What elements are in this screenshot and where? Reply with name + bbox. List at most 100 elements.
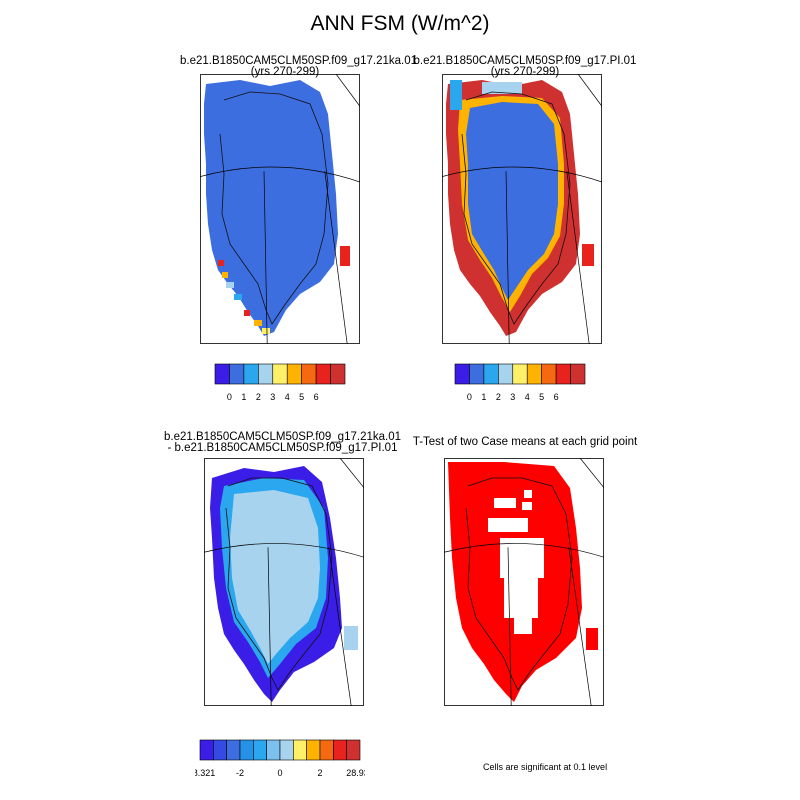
colorbar-box [243, 363, 259, 385]
colorbar-box [253, 739, 267, 761]
colorbar-box [512, 363, 528, 385]
panel-title-case2-line1: b.e21.B1850CAM5CLM50SP.f09_g17.PI.01 [413, 55, 637, 67]
meridian-line [263, 171, 268, 344]
colorbar-box [279, 739, 294, 761]
panel-title-diff-line2: - b.e21.B1850CAM5CLM50SP.f09_g17.PI.01 [167, 442, 398, 454]
grid-cell [218, 260, 224, 266]
panel-title-case2-line2: (yrs 270-299) [490, 66, 560, 78]
colorbar-tick-label: 5 [299, 392, 304, 402]
colorbar-box [333, 739, 347, 761]
colorbar-box [293, 739, 307, 761]
map-graticule [442, 74, 602, 344]
panel-title-case1: b.e21.B1850CAM5CLM50SP.f09_g17.21ka.01 (… [180, 55, 417, 78]
grid-cell [222, 272, 228, 278]
grid-cell [262, 328, 270, 334]
grid-cell [226, 282, 234, 288]
colorbar-box [526, 363, 542, 385]
colorbar-tick-label: 2 [496, 392, 501, 402]
map-graticule [200, 74, 360, 344]
meridian-line [568, 547, 592, 706]
ice-sheet-field [204, 80, 338, 336]
grid-cell [234, 294, 242, 300]
colorbar-tick-label: 4 [285, 392, 290, 402]
colorbar-tick-label: 1 [241, 392, 246, 402]
colorbar-box [346, 739, 361, 761]
colorbar-tick-label: -18.321 [195, 768, 215, 778]
colorbar-tick-label: 5 [539, 392, 544, 402]
grid-cell [586, 628, 598, 650]
map-graticule [444, 458, 604, 706]
meridian-line [507, 547, 512, 706]
grid-cell [482, 82, 522, 94]
coastline [461, 91, 571, 325]
parallel-line [200, 166, 360, 183]
colorbar-box [286, 363, 302, 385]
colorbar-box [214, 363, 230, 385]
significance-note: Cells are significant at 0.1 level [483, 762, 608, 772]
grid-cell [450, 80, 462, 110]
grid-cell [344, 626, 358, 650]
figure-title: ANN FSM (W/m^2) [310, 12, 490, 35]
grid-cell [524, 490, 532, 498]
colorbar-box [315, 363, 331, 385]
meridian-line [505, 171, 510, 344]
map-frame [444, 458, 604, 706]
parallel-line [444, 543, 604, 558]
colorbar-box [213, 739, 227, 761]
meridian-line [339, 458, 364, 488]
colorbar-box [229, 363, 245, 385]
colorbar-box [555, 363, 571, 385]
colorbar-box [306, 739, 321, 761]
panel-title-ttest-line1: T-Test of two Case means at each grid po… [412, 436, 638, 448]
colorbar-tick-label: 2 [256, 392, 261, 402]
grid-cell [340, 246, 350, 266]
grid-cell [582, 244, 594, 266]
colorbar-box [541, 363, 557, 385]
colorbar-tick-label: 28.937 [346, 768, 365, 778]
diff-interior-field [230, 490, 320, 664]
grid-cell [500, 538, 544, 578]
map-frame [204, 458, 364, 706]
colorbar-box [570, 363, 586, 385]
map-ttest [444, 458, 604, 706]
panel-title-diff: b.e21.B1850CAM5CLM50SP.f09_g17.21ka.01 -… [160, 431, 405, 454]
map-case1 [200, 74, 360, 344]
grid-cell [244, 310, 250, 316]
meridian-line [579, 458, 604, 488]
colorbar-box [498, 363, 514, 385]
panel-title-case2: b.e21.B1850CAM5CLM50SP.f09_g17.PI.01 (yr… [410, 55, 640, 78]
coastline [225, 477, 333, 691]
colorbar-tick-label: -2 [236, 768, 244, 778]
colorbar-box [483, 363, 499, 385]
meridian-line [566, 171, 590, 344]
colorbar-tick-label: 0 [277, 768, 282, 778]
colorbar-box [301, 363, 317, 385]
coastline [219, 91, 329, 325]
meridian-line [577, 74, 602, 107]
map-frame [442, 74, 602, 344]
map-diff [204, 458, 364, 706]
colorbar-tick-label: 2 [317, 768, 322, 778]
panel-title-case1-line2: (yrs 270-299) [250, 66, 320, 78]
colorbar-box [239, 739, 254, 761]
colorbar-box [330, 363, 346, 385]
colorbar-box [266, 739, 281, 761]
colorbar-tick-label: 6 [554, 392, 559, 402]
parallel-line [442, 166, 602, 183]
colorbar-tick-label: 0 [467, 392, 472, 402]
colorbar-box [454, 363, 470, 385]
colorbar-tick-label: 1 [481, 392, 486, 402]
grid-cell [488, 518, 528, 532]
colorbar-tick-label: 4 [525, 392, 530, 402]
meridian-line [324, 171, 348, 344]
grid-cell [494, 498, 516, 508]
meridian-line [335, 74, 360, 107]
colorbar-box [199, 739, 214, 761]
colorbar-box [319, 739, 334, 761]
colorbar-box [258, 363, 274, 385]
meridian-line [328, 547, 352, 706]
colorbar-box [226, 739, 241, 761]
meridian-line [267, 547, 272, 706]
grid-cell [504, 578, 538, 618]
